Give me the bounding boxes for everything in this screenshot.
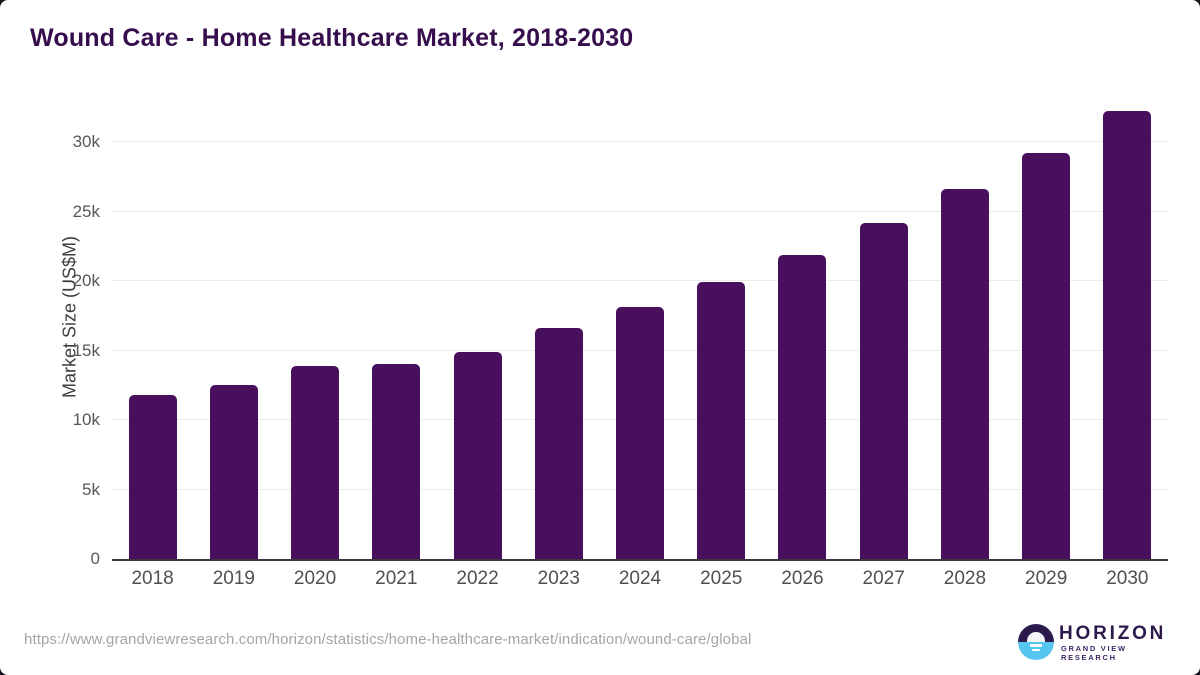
y-tick-label-0: 0	[90, 549, 100, 568]
x-tick-label-2028: 2028	[943, 568, 987, 589]
source-url: https://www.grandviewresearch.com/horizo…	[24, 631, 752, 648]
chart-title: Wound Care - Home Healthcare Market, 201…	[30, 24, 634, 52]
bar-2025[interactable]	[697, 281, 746, 559]
x-tick-label-2026: 2026	[781, 568, 824, 589]
y-tick-label-20k: 20k	[72, 271, 100, 290]
bar-2027[interactable]	[859, 223, 908, 559]
horizon-logo[interactable]: HORIZON GRAND VIEW RESEARCH	[1018, 622, 1178, 664]
bar-2026[interactable]	[778, 254, 827, 559]
x-tick-label-2024: 2024	[618, 568, 662, 589]
x-tick-label-2030: 2030	[1106, 568, 1149, 589]
gridline-25k	[112, 210, 1168, 212]
x-tick-label-2018: 2018	[131, 568, 174, 589]
x-tick-label-2027: 2027	[862, 568, 905, 589]
x-tick-label-2019: 2019	[212, 568, 255, 589]
bar-2024[interactable]	[616, 307, 664, 559]
horizon-logo-icon	[1018, 624, 1054, 660]
bar-2028[interactable]	[940, 189, 989, 559]
bar-2030[interactable]	[1103, 110, 1152, 559]
bar-2021[interactable]	[372, 364, 421, 559]
y-axis-title: Market Size (US$M)	[59, 235, 80, 399]
gridline-30k	[112, 141, 1168, 142]
x-tick-label-2029: 2029	[1025, 568, 1068, 589]
bar-2022[interactable]	[453, 351, 502, 559]
bar-2023[interactable]	[534, 328, 583, 559]
x-tick-label-2020: 2020	[293, 568, 337, 589]
sun-icon	[1027, 632, 1045, 642]
bar-2020[interactable]	[291, 365, 340, 559]
y-tick-label-10k: 10k	[72, 410, 100, 429]
sun-reflection-icon	[1030, 644, 1042, 647]
x-tick-label-2021: 2021	[375, 568, 418, 589]
x-tick-label-2023: 2023	[537, 568, 580, 589]
bar-2019[interactable]	[209, 385, 258, 559]
x-tick-label-2022: 2022	[456, 568, 499, 589]
logo-subtitle: GRAND VIEW RESEARCH	[1061, 644, 1127, 662]
y-tick-label-15k: 15k	[72, 340, 100, 360]
bar-2018[interactable]	[128, 394, 177, 559]
sun-reflection-icon	[1032, 648, 1040, 651]
plot-area	[112, 100, 1168, 561]
gridline-20k	[112, 280, 1168, 281]
x-tick-label-2025: 2025	[700, 568, 743, 589]
y-tick-label-25k: 25k	[72, 201, 100, 221]
y-tick-label-30k: 30k	[72, 132, 100, 151]
bar-2029[interactable]	[1022, 153, 1071, 559]
y-tick-label-5k: 5k	[82, 479, 100, 499]
logo-name: HORIZON	[1059, 623, 1167, 644]
